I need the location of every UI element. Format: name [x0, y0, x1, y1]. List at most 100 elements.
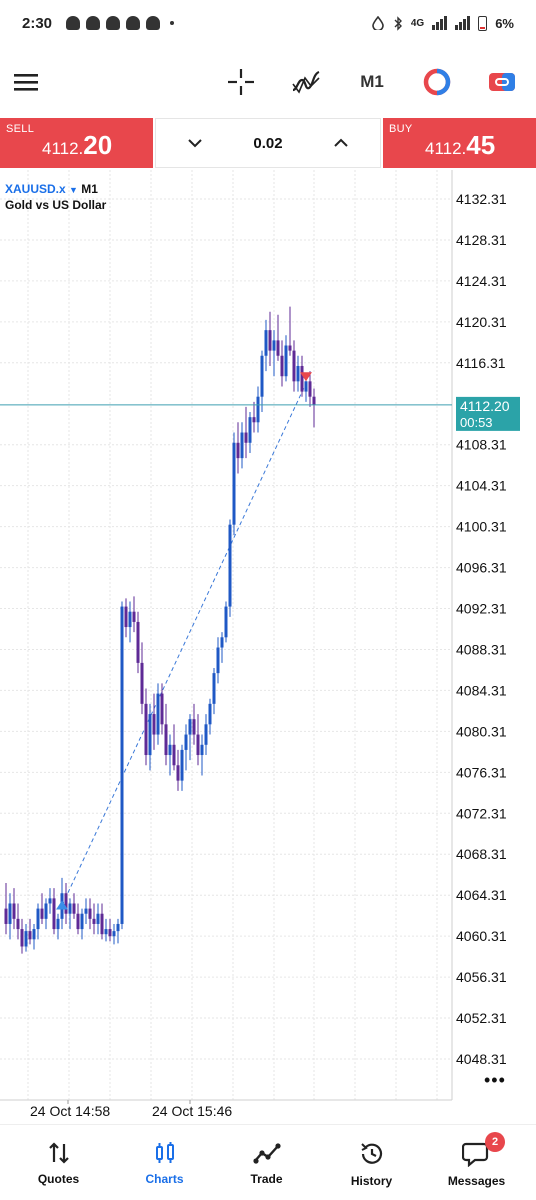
charts-icon: [155, 1142, 174, 1163]
nav-history[interactable]: History: [318, 1125, 425, 1200]
status-bar: 2:30 4G 6%: [0, 0, 536, 46]
chart-symbol-description: Gold vs US Dollar: [5, 198, 107, 212]
candle-body: [8, 903, 12, 924]
signal-icon: [432, 16, 448, 30]
hamburger-icon: [14, 74, 38, 91]
nav-trade[interactable]: Trade: [213, 1125, 320, 1200]
chevron-down-icon: [188, 139, 202, 148]
y-tick-label: 4084.31: [456, 682, 507, 698]
candle-body: [124, 606, 128, 628]
candle-body: [252, 417, 256, 423]
y-tick-label: 4124.31: [456, 273, 507, 289]
volume-increase-button[interactable]: [330, 132, 352, 154]
buy-button[interactable]: BUY 4112.45: [383, 118, 536, 168]
candle-body: [160, 693, 164, 725]
candle-body: [284, 345, 288, 377]
current-price-label: 4112.20: [460, 398, 510, 414]
current-price-tag: [456, 396, 520, 431]
candle-body: [188, 719, 192, 735]
nav-charts-label: Charts: [145, 1172, 184, 1186]
timeframe-button[interactable]: M1: [360, 72, 384, 91]
candle-body: [272, 340, 276, 351]
candle-body: [116, 923, 120, 932]
chart-symbol[interactable]: XAUUSD.x: [5, 182, 66, 196]
candle-body: [304, 381, 308, 392]
candle-body: [280, 355, 284, 377]
candle-body: [184, 734, 188, 750]
candle-body: [168, 744, 172, 756]
candle-body: [148, 714, 152, 756]
buy-entry-marker: [56, 900, 68, 910]
sell-price-main: 4112.: [42, 139, 84, 158]
crosshair-icon: [228, 69, 254, 95]
candle-body: [264, 330, 268, 356]
bottom-navigation: Quotes Charts Trade History 2 Messages: [0, 1124, 536, 1200]
volume-value[interactable]: 0.02: [253, 134, 283, 152]
data-saver-icon: [372, 16, 384, 30]
candle-body: [180, 749, 184, 781]
one-click-trading-button[interactable]: [421, 62, 453, 102]
y-tick-label: 4108.31: [456, 437, 507, 453]
y-tick-label: 4064.31: [456, 887, 507, 903]
snapchat-icon: [126, 16, 141, 30]
candle-body: [292, 350, 296, 382]
chart-timeframe: M1: [81, 182, 98, 196]
candle-body: [260, 355, 264, 397]
candle-body: [208, 703, 212, 725]
candle-body: [288, 345, 292, 351]
sell-exit-marker: [300, 372, 312, 382]
y-tick-label: 4056.31: [456, 969, 507, 985]
candle-body: [36, 908, 40, 930]
more-options-icon[interactable]: •••: [484, 1070, 506, 1090]
candle-body: [40, 908, 44, 919]
candle-body: [120, 606, 124, 924]
y-tick-label: 4076.31: [456, 764, 507, 780]
candle-body: [224, 606, 228, 638]
candle-body: [308, 381, 312, 397]
signal-icon-2: [455, 16, 471, 30]
volume-decrease-button[interactable]: [184, 132, 206, 154]
candle-body: [132, 611, 136, 622]
status-time: 2:30: [22, 14, 53, 32]
candle-body: [296, 365, 300, 382]
nav-history-label: History: [350, 1174, 393, 1188]
candle-body: [20, 929, 24, 947]
y-tick-label: 4080.31: [456, 723, 507, 739]
candle-body: [268, 330, 272, 351]
buy-price-big: 45: [466, 130, 496, 160]
nav-quotes[interactable]: Quotes: [5, 1125, 112, 1200]
y-tick-label: 4116.31: [456, 355, 506, 371]
candle-body: [84, 908, 88, 914]
trade-toggle-button[interactable]: [486, 62, 518, 102]
candle-body: [112, 931, 116, 937]
battery-level: 6%: [495, 15, 514, 31]
candle-body: [256, 396, 260, 423]
sell-button[interactable]: SELL 4112.20: [0, 118, 153, 168]
menu-button[interactable]: [10, 62, 42, 102]
indicators-button[interactable]: [290, 62, 322, 102]
candle-body: [4, 908, 8, 924]
nav-charts[interactable]: Charts: [111, 1125, 218, 1200]
status-right: 4G 6%: [371, 15, 514, 31]
candle-body: [96, 913, 100, 924]
x-tick-label: 24 Oct 15:46: [152, 1103, 232, 1119]
candle-body: [236, 442, 240, 459]
y-tick-label: 4068.31: [456, 846, 507, 862]
crosshair-button[interactable]: [226, 62, 256, 102]
candle-body: [240, 432, 244, 459]
candle-body: [228, 524, 232, 607]
candle-body: [196, 734, 200, 756]
candle-body: [88, 908, 92, 919]
candle-body: [104, 929, 108, 935]
candle-body: [248, 417, 252, 443]
nav-messages[interactable]: 2 Messages: [423, 1125, 530, 1200]
candle-body: [312, 396, 316, 405]
y-tick-label: 4048.31: [456, 1051, 507, 1067]
chart-toolbar: M1: [0, 50, 536, 114]
candle-body: [152, 714, 156, 735]
candle-body: [12, 903, 16, 919]
candle-body: [200, 744, 204, 756]
candle-body: [56, 918, 60, 930]
snapchat-icon: [106, 16, 121, 30]
price-chart[interactable]: 4132.31 4128.31 4124.31 4120.31 4116.31 4108.…: [0, 170, 536, 1120]
